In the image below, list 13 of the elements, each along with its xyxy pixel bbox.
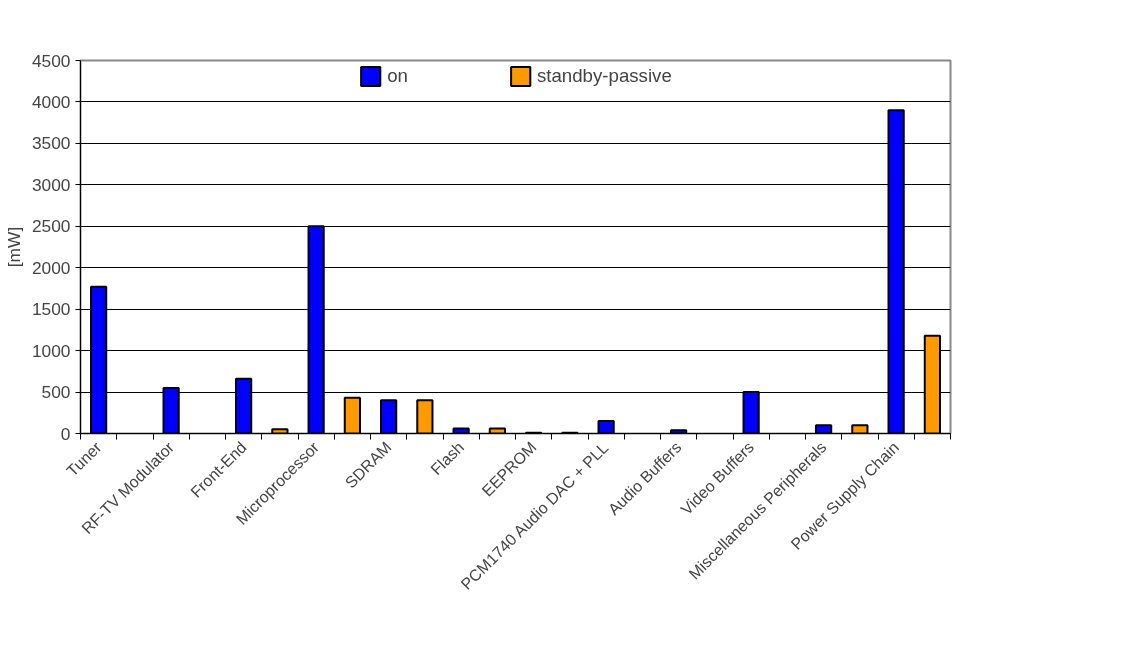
legend-label: standby-passive [536,65,672,87]
y-tick-label: 4500 [31,50,71,71]
y-tick-label: 2000 [31,257,71,278]
y-tick-label: 1500 [31,299,71,320]
y-tick-label: 3000 [31,174,71,195]
y-tick-label: 4000 [31,91,71,112]
y-tick-label: 3500 [31,133,71,154]
legend-label: on [387,65,408,87]
y-tick-label: 1000 [31,340,71,361]
y-tick-label: 0 [60,423,71,444]
y-tick-label: 2500 [31,216,71,237]
y-tick-label: 500 [41,382,71,403]
y-axis-title: [mW] [3,226,24,268]
